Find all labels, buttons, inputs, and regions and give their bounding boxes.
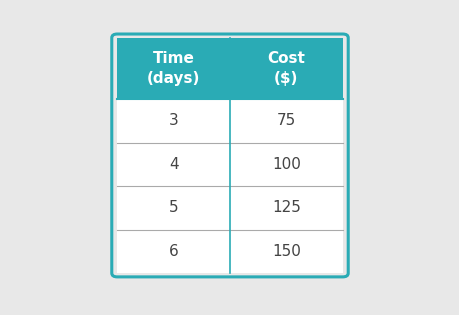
Text: 75: 75 (276, 113, 295, 129)
FancyBboxPatch shape (230, 143, 342, 186)
Text: Time
(days): Time (days) (146, 51, 200, 86)
FancyBboxPatch shape (117, 143, 230, 186)
Text: 100: 100 (271, 157, 300, 172)
Text: 6: 6 (168, 244, 178, 259)
FancyBboxPatch shape (117, 186, 230, 230)
Text: 4: 4 (168, 157, 178, 172)
Text: 3: 3 (168, 113, 178, 129)
FancyBboxPatch shape (230, 230, 342, 273)
Text: Cost
($): Cost ($) (267, 51, 305, 86)
FancyBboxPatch shape (117, 99, 230, 143)
Text: 5: 5 (168, 200, 178, 215)
FancyBboxPatch shape (230, 186, 342, 230)
Text: 150: 150 (271, 244, 300, 259)
Text: 125: 125 (271, 200, 300, 215)
FancyBboxPatch shape (117, 38, 342, 99)
FancyBboxPatch shape (230, 99, 342, 143)
FancyBboxPatch shape (117, 230, 230, 273)
